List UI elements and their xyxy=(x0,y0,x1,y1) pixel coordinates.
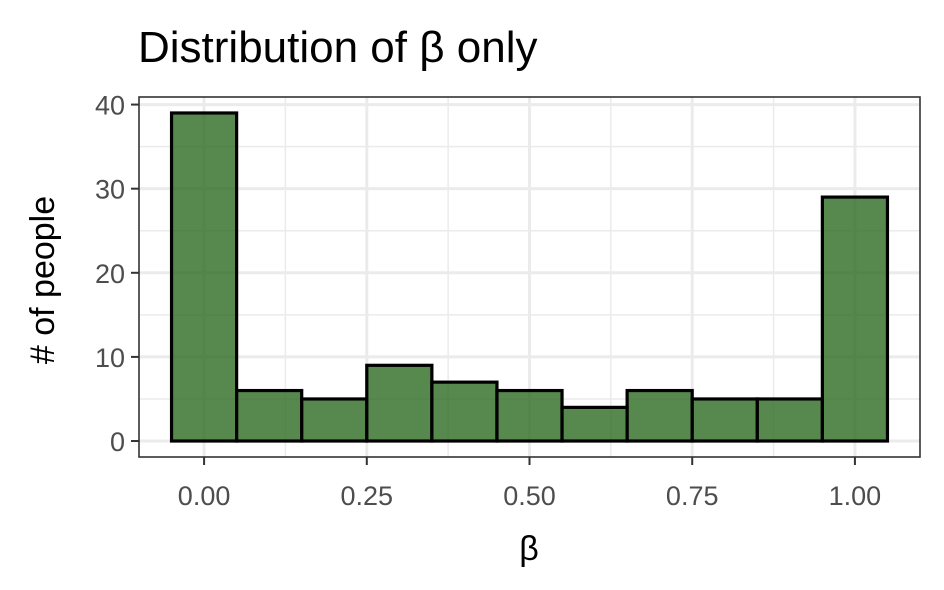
x-tick-label: 0.50 xyxy=(503,481,556,511)
y-tick-label: 0 xyxy=(110,427,125,457)
x-axis-title: β xyxy=(519,530,539,568)
x-tick-label: 0.75 xyxy=(666,481,719,511)
histogram-bar xyxy=(560,405,629,443)
histogram-bar xyxy=(235,388,304,443)
y-tick-label: 20 xyxy=(95,259,125,289)
y-tick-label: 40 xyxy=(95,91,125,121)
x-axis: 0.00 0.25 0.50 0.75 1.00 xyxy=(178,457,881,511)
x-tick-label: 0.25 xyxy=(341,481,394,511)
histogram-bar xyxy=(820,195,890,443)
y-axis-title: # of people xyxy=(24,196,62,364)
x-tick-label: 0.00 xyxy=(178,481,231,511)
histogram-bar xyxy=(430,380,499,443)
histogram-bar xyxy=(755,397,824,443)
histogram-bar xyxy=(300,397,369,443)
histogram-bar xyxy=(495,388,564,443)
x-tick-label: 1.00 xyxy=(829,481,882,511)
histogram-bar xyxy=(169,111,239,443)
y-tick-label: 10 xyxy=(95,343,125,373)
histogram-bar xyxy=(690,397,759,443)
histogram-bars xyxy=(169,111,890,443)
histogram-bar xyxy=(365,363,434,443)
chart-title: Distribution of β only xyxy=(138,23,537,72)
histogram-bar xyxy=(625,388,694,443)
y-axis: 0 10 20 30 40 xyxy=(95,91,139,457)
y-tick-label: 30 xyxy=(95,175,125,205)
